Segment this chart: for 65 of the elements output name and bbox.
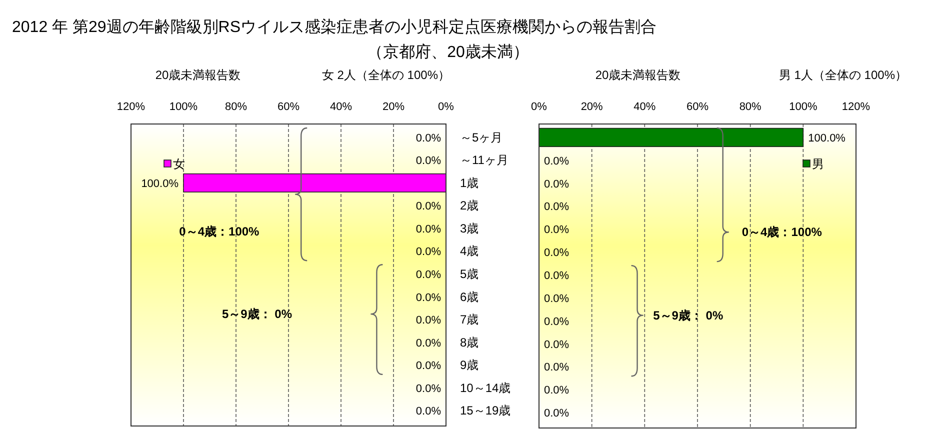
data-label: 0.0% xyxy=(416,382,442,395)
y-tick-label: 8歳 xyxy=(460,335,479,350)
x-tick-label: 80% xyxy=(224,101,248,113)
annotation: 0～4歳：100% xyxy=(179,224,260,238)
x-tick-label: 100% xyxy=(789,101,818,113)
x-tick-label: 0% xyxy=(531,101,548,113)
y-tick-label: ～11ヶ月 xyxy=(460,153,508,168)
y-tick-label: 9歳 xyxy=(460,358,479,372)
y-tick-label: 7歳 xyxy=(460,312,479,327)
data-label: 0.0% xyxy=(416,292,442,304)
x-tick-label: 20% xyxy=(382,101,405,113)
y-tick-label: 3歳 xyxy=(460,221,479,236)
data-label: 0.0% xyxy=(416,155,442,168)
x-tick-label: 20% xyxy=(580,101,604,113)
x-tick-label: 120% xyxy=(842,101,870,113)
data-label: 0.0% xyxy=(544,338,570,351)
data-label: 0.0% xyxy=(416,200,442,213)
data-label: 0.0% xyxy=(416,246,442,258)
data-label: 0.0% xyxy=(416,360,442,372)
data-label: 0.0% xyxy=(544,201,570,214)
x-tick-label: 120% xyxy=(116,101,146,113)
data-label: 0.0% xyxy=(416,406,442,418)
chart-title: 20歳未満報告数 xyxy=(155,68,241,82)
data-label: 100.0% xyxy=(141,178,179,190)
text: （京都府、20歳未満） xyxy=(367,43,529,61)
data-label: 0.0% xyxy=(416,337,442,350)
data-label: 0.0% xyxy=(544,384,570,397)
legend-label: 女 xyxy=(173,157,185,171)
y-tick-label: 2歳 xyxy=(460,198,479,213)
data-label: 0.0% xyxy=(416,223,442,236)
y-tick-label: 1歳 xyxy=(460,176,479,190)
annotation: 0～4歳：100% xyxy=(742,225,822,240)
chart-subtitle: 女 2人（全体の 100%） xyxy=(322,68,450,82)
annotation: 5～9歳： 0% xyxy=(653,308,724,322)
data-label: 0.0% xyxy=(544,408,570,420)
x-tick-label: 80% xyxy=(739,101,762,113)
y-tick-label: ～5ヶ月 xyxy=(460,130,503,144)
data-label: 0.0% xyxy=(544,155,570,168)
y-tick-label: 15～19歳 xyxy=(460,404,511,418)
data-label: 0.0% xyxy=(544,362,570,374)
data-label: 0.0% xyxy=(416,269,442,281)
data-label: 0.0% xyxy=(544,292,570,305)
y-tick-label: 4歳 xyxy=(460,244,479,258)
data-label: 100.0% xyxy=(808,132,846,144)
legend-label: 男 xyxy=(812,157,824,171)
data-label: 0.0% xyxy=(544,316,570,328)
data-label: 0.0% xyxy=(416,132,442,144)
x-tick-label: 0% xyxy=(438,101,454,113)
x-tick-label: 40% xyxy=(634,101,656,113)
x-tick-label: 40% xyxy=(330,101,352,113)
text: 2012 年 第29週の年齢階級別RSウイルス感染症患者の小児科定点医療機関からの報告割合 xyxy=(12,18,657,36)
y-tick-label: 5歳 xyxy=(460,267,479,281)
annotation: 5～9歳： 0% xyxy=(222,307,292,322)
y-tick-label: 6歳 xyxy=(460,290,479,304)
chart-subtitle: 男 1人（全体の 100%） xyxy=(778,68,908,82)
y-tick-label: 10～14歳 xyxy=(460,380,511,395)
data-label: 0.0% xyxy=(416,314,442,327)
data-label: 0.0% xyxy=(544,224,570,236)
data-label: 0.0% xyxy=(544,247,570,260)
x-tick-label: 100% xyxy=(169,101,198,113)
x-tick-label: 60% xyxy=(277,101,300,113)
data-label: 0.0% xyxy=(544,270,570,282)
chart-title: 20歳未満報告数 xyxy=(595,68,681,82)
data-label: 0.0% xyxy=(544,178,570,190)
x-tick-label: 60% xyxy=(686,101,709,113)
